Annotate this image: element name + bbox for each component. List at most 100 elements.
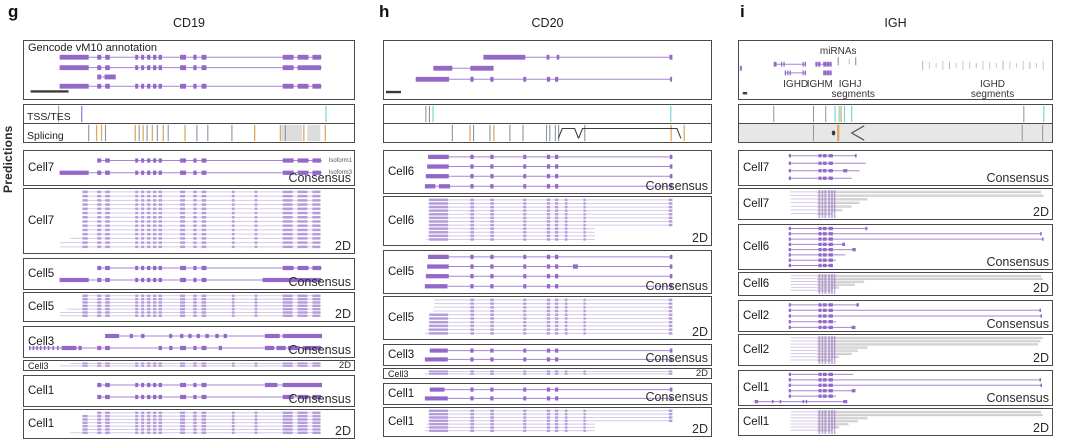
predictions-axis-label: Predictions bbox=[1, 125, 15, 193]
cell-label: Cell1 bbox=[388, 388, 415, 400]
splicing-track-g: Splicing bbox=[23, 123, 355, 143]
corner-label-2d: 2D bbox=[695, 368, 708, 380]
tss-tes-graphics bbox=[384, 105, 711, 123]
cell5-2d-track-g: Cell5 2D bbox=[23, 292, 355, 322]
corner-label-consensus: Consensus bbox=[645, 278, 708, 293]
tss-tes-graphics bbox=[24, 105, 354, 123]
corner-label-2d: 2D bbox=[335, 423, 351, 438]
corner-label-consensus: Consensus bbox=[288, 342, 351, 357]
panel-g: g CD19 Gencode vM10 annotation TSS/TES Splic… bbox=[8, 0, 355, 448]
corner-label-2d: 2D bbox=[692, 230, 708, 245]
cell5-consensus-track-g: Cell5 Consensus bbox=[23, 258, 355, 290]
2d-graphics bbox=[739, 409, 1052, 435]
cell3-2d-track-g: Cell3 2D bbox=[23, 360, 355, 371]
gencode-annotation-label: Gencode vM10 annotation bbox=[28, 42, 158, 54]
cell3-2d-track-h: Cell3 2D bbox=[383, 368, 712, 379]
annotation-track-i: miRNAs IGHD IGHM IGHJ segments IGHD segments bbox=[738, 40, 1053, 100]
splicing-label: Splicing bbox=[27, 130, 64, 142]
annotation-graphics bbox=[24, 54, 354, 99]
2d-graphics bbox=[739, 335, 1052, 365]
cell-label: Cell5 bbox=[28, 268, 55, 280]
cell-label: Cell5 bbox=[28, 301, 55, 313]
consensus-graphics bbox=[788, 226, 1044, 268]
cell-label: Cell2 bbox=[743, 310, 770, 322]
corner-label-2d: 2D bbox=[1033, 204, 1049, 219]
cell-label: Cell6 bbox=[743, 241, 770, 253]
panel-title-g: CD19 bbox=[173, 16, 205, 30]
annotation-label-ighj_segments: segments bbox=[831, 89, 875, 100]
cell-label: Cell1 bbox=[743, 416, 770, 428]
corner-label-consensus: Consensus bbox=[645, 389, 708, 404]
cell-label: Cell1 bbox=[388, 416, 415, 428]
consensus-graphics bbox=[788, 154, 1052, 180]
cell-label: Cell3 bbox=[28, 336, 55, 348]
tss-tes-track-i bbox=[738, 104, 1053, 124]
cell2-2d-track-i: Cell2 2D bbox=[738, 334, 1053, 366]
consensus-graphics bbox=[739, 372, 1052, 404]
panel-letter-g: g bbox=[8, 2, 19, 21]
cell5-2d-track-h: Cell5 2D bbox=[383, 296, 712, 340]
2d-graphics bbox=[384, 370, 673, 375]
cell-label: Cell7 bbox=[28, 162, 55, 174]
corner-label-consensus: Consensus bbox=[288, 391, 351, 406]
cell-label: Cell7 bbox=[743, 198, 770, 210]
corner-label-consensus: Consensus bbox=[288, 274, 351, 289]
consensus-graphics bbox=[59, 158, 354, 175]
annotation-label-ighm: IGHM bbox=[806, 79, 833, 90]
corner-label-consensus: Consensus bbox=[986, 390, 1049, 405]
consensus-graphics bbox=[424, 154, 673, 189]
cell5-consensus-track-h: Cell5 Consensus bbox=[383, 250, 712, 294]
2d-graphics bbox=[24, 190, 354, 249]
cell6-2d-track-h: Cell6 2D bbox=[383, 196, 712, 246]
2d-graphics bbox=[384, 298, 673, 335]
annotation-label-ighj: IGHJ bbox=[838, 79, 862, 90]
splicing-graphics bbox=[384, 124, 711, 142]
tss-tes-track-h bbox=[383, 104, 712, 124]
cell6-2d-track-i: Cell6 2D bbox=[738, 272, 1053, 296]
cell1-2d-track-g: Cell1 2D bbox=[23, 409, 355, 439]
corner-label-2d: 2D bbox=[338, 360, 351, 372]
cell7-2d-track-i: Cell7 2D bbox=[738, 188, 1053, 220]
consensus-graphics bbox=[424, 254, 673, 289]
corner-label-2d: 2D bbox=[1033, 420, 1049, 435]
panel-letter-h: h bbox=[379, 2, 390, 21]
cell6-consensus-track-h: Cell6 Consensus bbox=[383, 150, 712, 194]
cell-label: Cell7 bbox=[743, 162, 770, 174]
consensus-graphics bbox=[424, 387, 673, 401]
corner-label-consensus: Consensus bbox=[986, 316, 1049, 331]
annotation-graphics bbox=[739, 41, 1052, 99]
cell2-consensus-track-i: Cell2 Consensus bbox=[738, 300, 1053, 332]
panel-title-i: IGH bbox=[884, 16, 907, 30]
cell-label: Cell3 bbox=[388, 368, 409, 379]
panel-title-h: CD20 bbox=[531, 16, 564, 30]
corner-label-consensus: Consensus bbox=[645, 178, 708, 193]
consensus-graphics bbox=[788, 303, 1052, 330]
consensus-graphics bbox=[59, 265, 354, 283]
cell-label: Cell3 bbox=[388, 349, 415, 361]
cell-label: Cell7 bbox=[28, 215, 55, 227]
cell-label: Cell6 bbox=[743, 278, 770, 290]
corner-label-2d: 2D bbox=[335, 238, 351, 253]
corner-label-consensus: Consensus bbox=[986, 170, 1049, 185]
2d-graphics bbox=[24, 294, 354, 318]
2d-graphics bbox=[739, 189, 1044, 219]
isoform-label: Isoform3 bbox=[328, 169, 352, 176]
cell-label: Cell1 bbox=[28, 385, 55, 397]
2d-graphics bbox=[24, 362, 354, 367]
consensus-graphics bbox=[424, 348, 673, 362]
2d-graphics bbox=[739, 273, 1052, 295]
tss-tes-label: TSS/TES bbox=[27, 111, 71, 123]
corner-label-2d: 2D bbox=[1033, 350, 1049, 365]
annotation-label-ighd_left: IGHD bbox=[783, 79, 809, 90]
corner-label-2d: 2D bbox=[692, 421, 708, 436]
cell-label: Cell5 bbox=[388, 312, 415, 324]
cell-label: Cell2 bbox=[743, 344, 770, 356]
consensus-graphics bbox=[97, 382, 322, 400]
cell3-consensus-track-g: Cell3 Consensus bbox=[23, 326, 355, 358]
cell-label: Cell6 bbox=[388, 215, 415, 227]
annotation-label-ighd_right: IGHD bbox=[980, 79, 1006, 90]
isoform-label: Isoform1 bbox=[328, 157, 352, 164]
annotation-track-h bbox=[383, 40, 712, 100]
corner-label-consensus: Consensus bbox=[986, 254, 1049, 269]
corner-label-2d: 2D bbox=[1033, 280, 1049, 295]
